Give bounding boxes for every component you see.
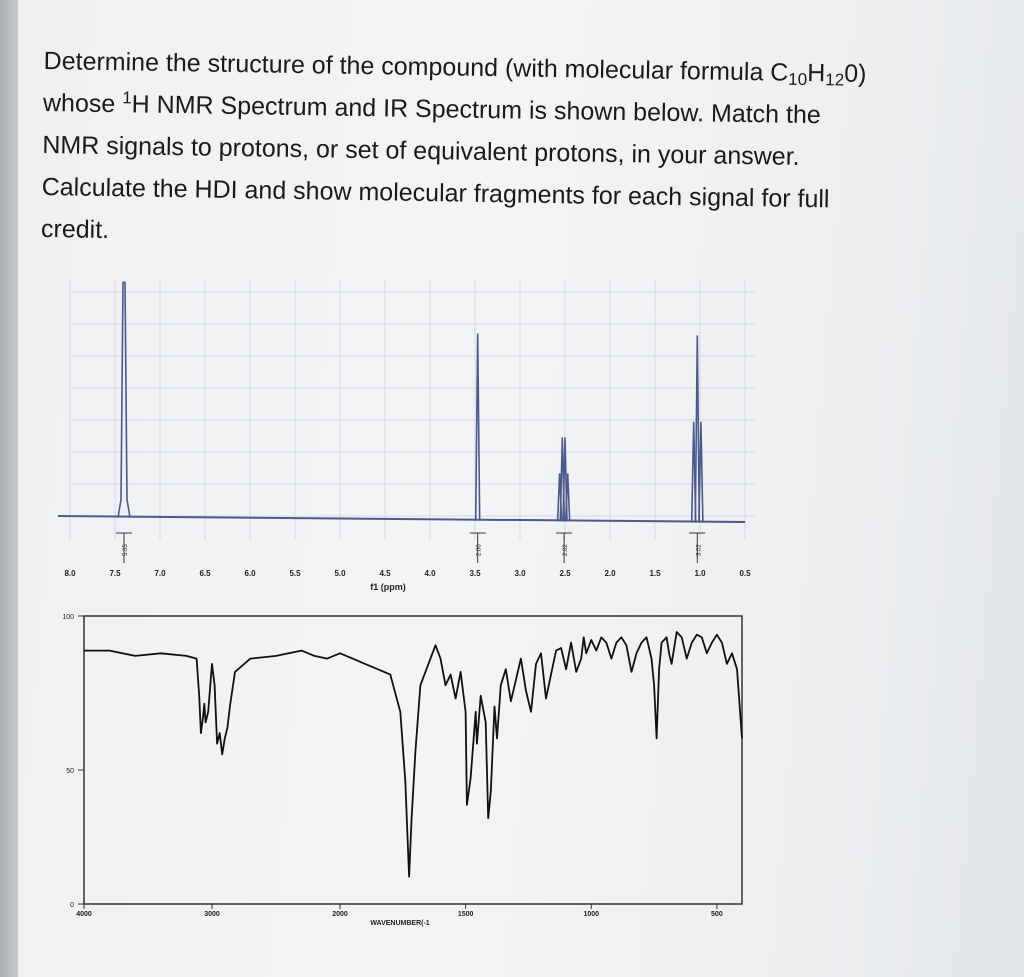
ir-x-tick-label: 1000 — [583, 911, 599, 918]
nmr-baseline — [57, 515, 746, 523]
nmr-tick-label: 1.0 — [694, 569, 706, 578]
ir-y-tick-label: 100 — [62, 614, 74, 621]
ir-y-ticks: 100 50 0 — [62, 614, 84, 909]
nmr-peak — [474, 333, 481, 521]
nmr-tick-label: 0.5 — [739, 569, 751, 578]
ir-transmittance-trace — [84, 631, 743, 878]
ir-y-tick-label: 0 — [70, 902, 74, 909]
nmr-grid — [69, 280, 755, 540]
nmr-integral-label: 5.05 — [123, 544, 129, 556]
nmr-tick-label: 4.5 — [379, 569, 391, 578]
nmr-tick-label: 6.5 — [199, 569, 211, 578]
nmr-tick-label: 8.0 — [64, 569, 76, 578]
nmr-tick-label: 7.0 — [154, 569, 166, 578]
nmr-integral-label: 2.02 — [563, 544, 569, 556]
ir-x-tick-label: 2000 — [332, 911, 348, 918]
ir-plot-frame — [83, 615, 743, 905]
nmr-peak — [117, 281, 131, 518]
screen-background — [18, 0, 1024, 977]
nmr-tick-label: 3.5 — [469, 569, 481, 578]
nmr-x-ticks: 8.0 7.5 7.0 6.5 6.0 5.5 5.0 4.5 4.0 3.5 3.0 2.5 2.0 1… — [64, 569, 751, 578]
nmr-tick-label: 5.0 — [334, 569, 346, 578]
nmr-peak — [564, 473, 571, 522]
monitor-bezel — [0, 0, 18, 977]
nmr-x-axis-label: f1 (ppm) — [370, 582, 406, 592]
nmr-peak — [694, 335, 701, 523]
ir-x-tick-label: 3000 — [204, 911, 220, 918]
ir-y-tick-label: 50 — [66, 768, 74, 775]
nmr-tick-label: 2.5 — [559, 569, 571, 578]
nmr-tick-label: 5.5 — [289, 569, 301, 578]
ir-x-tick-label: 4000 — [76, 911, 92, 918]
nmr-tick-label: 3.0 — [514, 569, 526, 578]
nmr-tick-label: 4.0 — [424, 569, 436, 578]
ir-x-tick-label: 1500 — [458, 911, 474, 918]
ir-x-tick-label: 500 — [711, 911, 723, 918]
ir-x-ticks: 4000 3000 2000 1500 1000 500 — [76, 904, 723, 918]
nmr-peaks — [117, 281, 704, 523]
nmr-tick-label: 7.5 — [109, 569, 121, 578]
ir-x-axis-label: WAVENUMBER(-1 — [370, 920, 429, 927]
nmr-integrals: 5.05 2.00 2.02 3.02 — [116, 532, 706, 563]
nmr-tick-label: 1.5 — [649, 569, 661, 578]
nmr-tick-label: 6.0 — [244, 569, 256, 578]
nmr-integral-label: 2.00 — [477, 544, 483, 556]
nmr-integral-label: 3.02 — [696, 544, 702, 556]
nmr-peak — [698, 421, 704, 523]
nmr-tick-label: 2.0 — [604, 569, 616, 578]
